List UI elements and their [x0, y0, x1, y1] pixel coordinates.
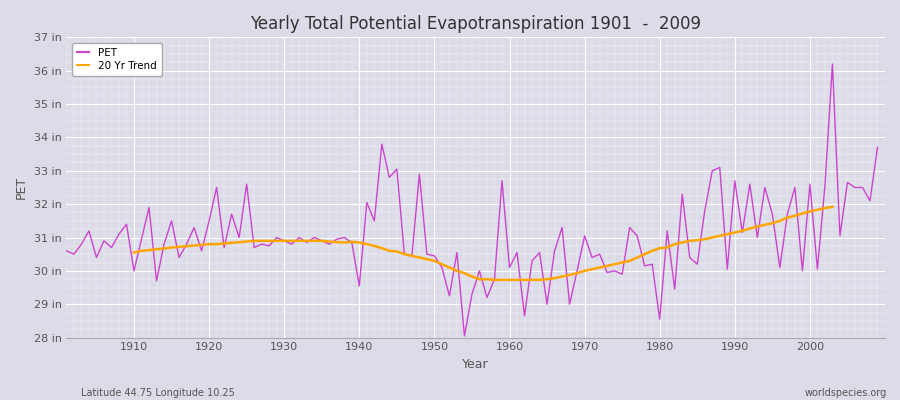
X-axis label: Year: Year: [463, 358, 489, 371]
Text: worldspecies.org: worldspecies.org: [805, 388, 886, 398]
Y-axis label: PET: PET: [15, 176, 28, 199]
Text: Latitude 44.75 Longitude 10.25: Latitude 44.75 Longitude 10.25: [81, 388, 235, 398]
Legend: PET, 20 Yr Trend: PET, 20 Yr Trend: [72, 42, 162, 76]
Title: Yearly Total Potential Evapotranspiration 1901  -  2009: Yearly Total Potential Evapotranspiratio…: [250, 15, 701, 33]
